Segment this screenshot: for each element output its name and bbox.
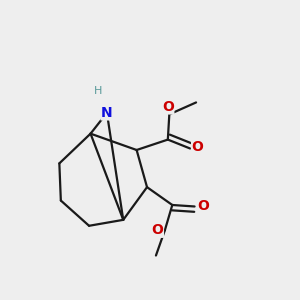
Text: O: O (152, 223, 164, 237)
Text: H: H (94, 85, 102, 96)
Text: N: N (101, 106, 113, 120)
Text: O: O (198, 200, 209, 214)
Text: O: O (162, 100, 174, 114)
Text: O: O (192, 140, 203, 154)
